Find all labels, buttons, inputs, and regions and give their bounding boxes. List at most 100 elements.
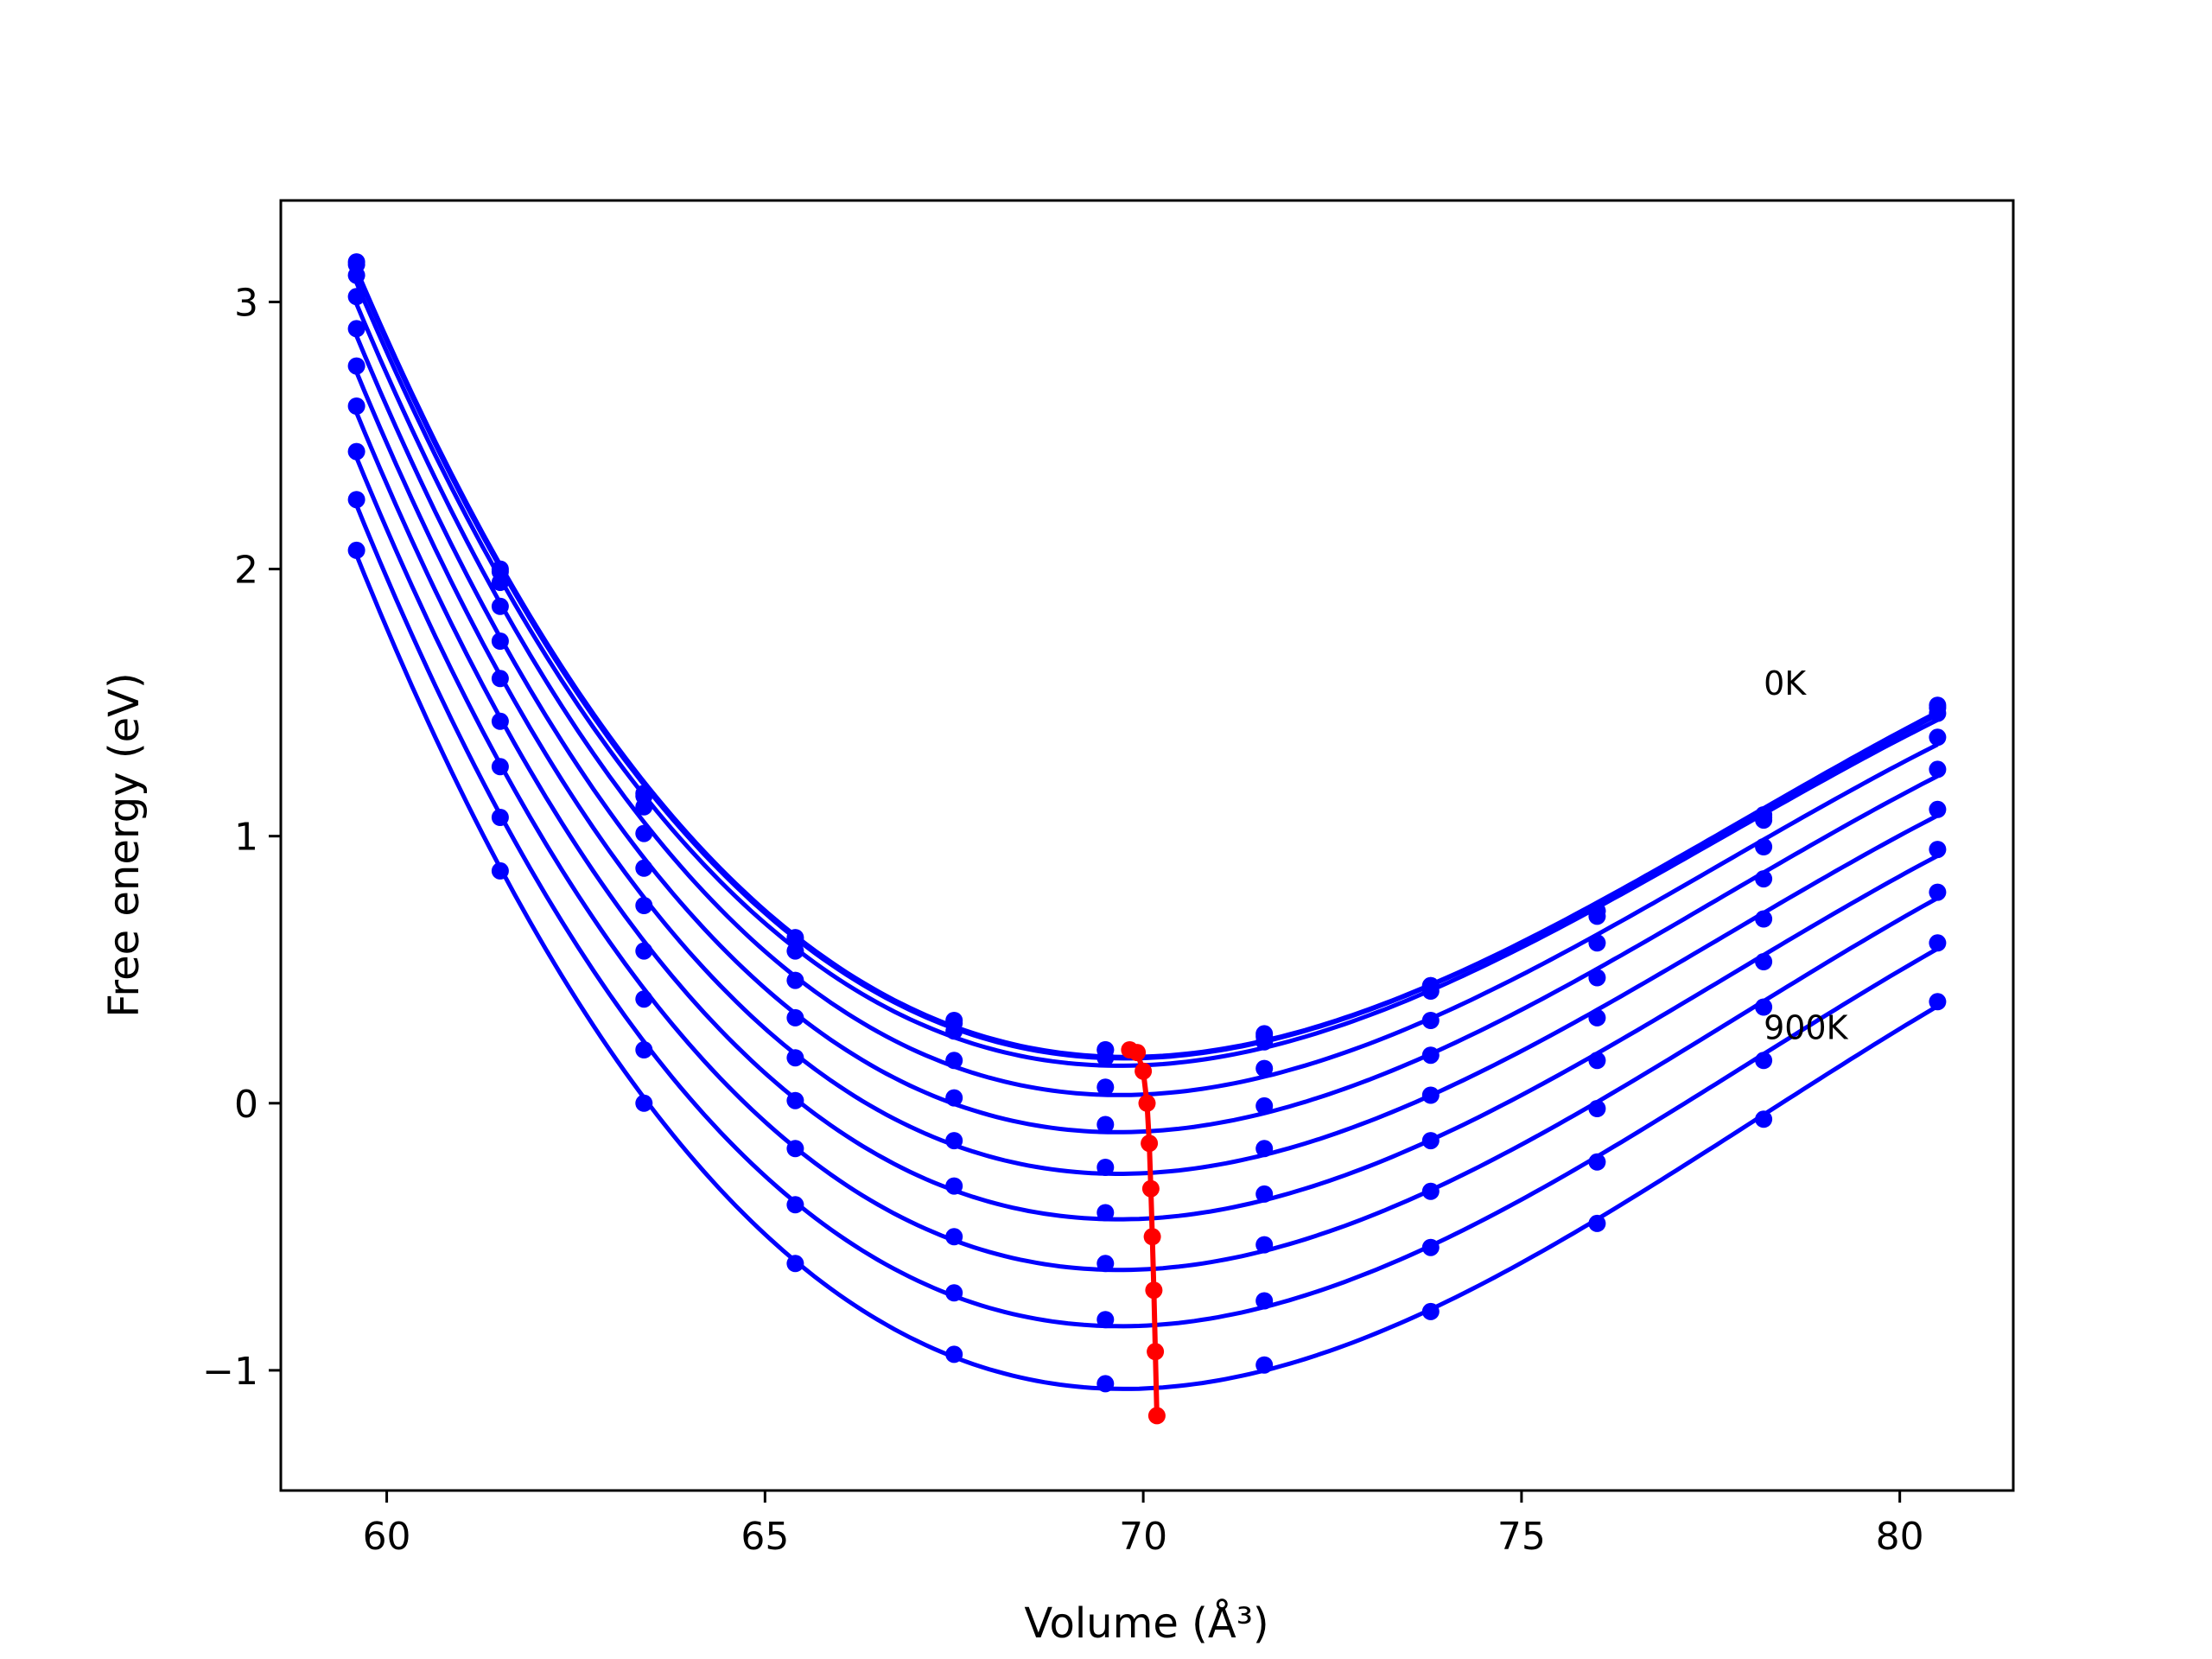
x-tick-label: 60 xyxy=(363,1515,411,1559)
data-point xyxy=(347,288,365,306)
fitted-curves xyxy=(354,268,1939,1391)
minima-path xyxy=(1121,1041,1166,1425)
minimum-point xyxy=(1141,1179,1160,1198)
data-point xyxy=(635,1041,653,1058)
data-point xyxy=(347,357,365,375)
data-point xyxy=(1929,934,1947,952)
data-point xyxy=(1588,1214,1606,1232)
data-point xyxy=(1755,838,1773,855)
data-point xyxy=(945,1089,963,1107)
data-point xyxy=(635,798,653,816)
data-point xyxy=(635,1094,653,1112)
data-point xyxy=(1588,934,1606,952)
data-point xyxy=(1096,1116,1115,1134)
y-tick-label: 0 xyxy=(234,1083,258,1127)
minima-line xyxy=(1128,1047,1160,1416)
x-tick-label: 80 xyxy=(1876,1515,1924,1559)
y-tick-label: −1 xyxy=(202,1350,258,1394)
data-point xyxy=(1255,1059,1274,1077)
temperature-annotation: 0K xyxy=(1764,664,1807,702)
data-point xyxy=(945,1228,963,1246)
data-point xyxy=(945,1345,963,1363)
minimum-point xyxy=(1147,1343,1165,1361)
data-point xyxy=(1755,811,1773,830)
data-point xyxy=(1421,1302,1440,1320)
data-point xyxy=(1588,1153,1606,1171)
data-point xyxy=(635,897,653,914)
series-curve-7 xyxy=(354,456,1939,1273)
data-point xyxy=(1588,1100,1606,1117)
series-curve-4 xyxy=(354,334,1939,1135)
series-curve-0 xyxy=(354,268,1939,1059)
data-point xyxy=(1421,1182,1440,1200)
data-point xyxy=(1096,1375,1115,1393)
data-point xyxy=(1755,1110,1773,1128)
y-axis-label: Free energy (eV) xyxy=(100,672,149,1017)
data-point xyxy=(491,861,509,880)
data-point xyxy=(1421,1086,1440,1104)
data-point xyxy=(1096,1078,1115,1096)
data-point xyxy=(1255,1033,1274,1051)
data-point xyxy=(945,1052,963,1070)
data-point xyxy=(786,971,804,989)
data-point xyxy=(1755,870,1773,888)
data-point xyxy=(1588,907,1606,925)
data-point xyxy=(347,266,365,284)
data-point xyxy=(491,574,509,591)
data-point xyxy=(1929,841,1947,859)
data-point xyxy=(1096,1255,1115,1273)
data-point xyxy=(1255,1292,1274,1310)
data-point xyxy=(1096,1204,1115,1222)
data-point xyxy=(786,1140,804,1158)
minimum-point xyxy=(1141,1135,1159,1153)
series-curve-9 xyxy=(354,554,1939,1391)
data-point xyxy=(1255,1356,1274,1374)
data-point xyxy=(1588,1008,1606,1027)
series-curve-6 xyxy=(354,411,1939,1222)
data-point xyxy=(1255,1236,1274,1254)
series-curve-8 xyxy=(354,504,1939,1329)
data-point xyxy=(1421,1238,1440,1256)
minimum-point xyxy=(1143,1228,1161,1246)
minimum-point xyxy=(1145,1281,1163,1300)
data-point xyxy=(945,1284,963,1302)
series-curve-3 xyxy=(354,302,1939,1097)
y-axis-ticks: −1 0 1 2 3 xyxy=(202,281,281,1394)
data-point xyxy=(347,397,365,415)
data-point xyxy=(1588,969,1606,987)
annotations: 0K 900K xyxy=(1764,664,1849,1047)
data-point xyxy=(1255,1096,1274,1115)
y-tick-label: 3 xyxy=(234,281,258,325)
data-point xyxy=(491,597,509,615)
data-point xyxy=(786,942,804,960)
data-point xyxy=(945,1177,963,1195)
x-axis-ticks: 60 65 70 75 80 xyxy=(363,1491,1924,1559)
data-point xyxy=(635,990,653,1008)
data-point xyxy=(786,1008,804,1027)
data-point xyxy=(491,809,509,826)
data-point xyxy=(1755,910,1773,928)
data-point xyxy=(1421,1012,1440,1029)
data-point xyxy=(1588,1052,1606,1070)
x-axis-label: Volume (Å³) xyxy=(1024,1599,1268,1648)
data-point xyxy=(786,1255,804,1273)
data-point xyxy=(491,758,509,776)
data-point xyxy=(1255,1140,1274,1158)
data-point xyxy=(1755,998,1773,1016)
data-point xyxy=(786,1049,804,1067)
data-point xyxy=(1421,1046,1440,1065)
data-point xyxy=(786,1196,804,1214)
plot-frame xyxy=(279,199,2015,1492)
y-tick-label: 1 xyxy=(234,816,258,860)
data-point xyxy=(1929,800,1947,818)
data-point xyxy=(347,491,365,509)
data-point xyxy=(1096,1159,1115,1176)
minimum-point xyxy=(1147,1407,1166,1425)
data-point xyxy=(1929,993,1947,1011)
data-point xyxy=(491,712,509,730)
x-tick-label: 70 xyxy=(1119,1515,1167,1559)
data-point xyxy=(1096,1049,1115,1067)
data-point xyxy=(1929,728,1947,747)
series-curve-1 xyxy=(354,270,1939,1061)
minimum-point xyxy=(1128,1044,1147,1062)
